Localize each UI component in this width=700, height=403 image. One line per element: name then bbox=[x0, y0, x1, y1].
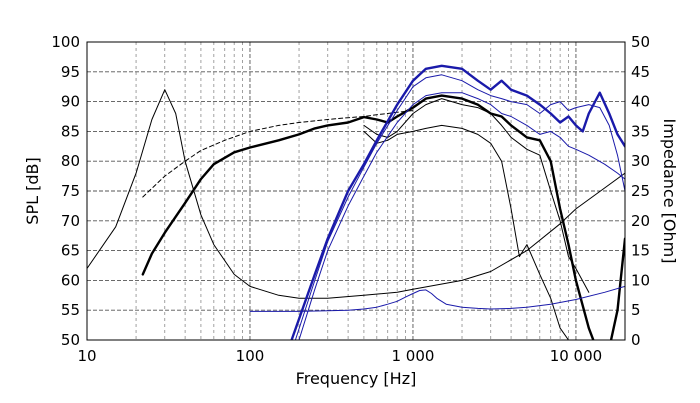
y-tick-label: 85 bbox=[61, 122, 80, 140]
spl-curve-6 bbox=[290, 64, 625, 340]
y-tick-label: 70 bbox=[61, 212, 80, 230]
y2-tick-label: 30 bbox=[631, 152, 650, 170]
y2-tick-label: 15 bbox=[631, 242, 650, 260]
x-axis-title: Frequency [Hz] bbox=[296, 369, 417, 388]
y-tick-label: 60 bbox=[61, 271, 80, 289]
spl-curve-3 bbox=[363, 98, 590, 293]
impedance-curve-9 bbox=[249, 285, 625, 312]
y2-tick-label: 10 bbox=[631, 271, 650, 289]
y-tick-label: 50 bbox=[61, 331, 80, 349]
y-tick-label: 80 bbox=[61, 152, 80, 170]
y-tick-label: 65 bbox=[61, 242, 80, 260]
y2-tick-label: 40 bbox=[631, 93, 650, 111]
spl-curve-4 bbox=[363, 124, 577, 340]
y2-tick-label: 5 bbox=[631, 301, 641, 319]
x-tick-labels: 10 100 1 000 10 000 bbox=[77, 347, 602, 365]
y2-tick-label: 45 bbox=[631, 63, 650, 81]
y-axis-title: SPL [dB] bbox=[23, 157, 42, 224]
y-tick-labels: 50 55 60 65 70 75 80 85 90 95 100 bbox=[51, 33, 80, 349]
spl-curve-8 bbox=[298, 92, 625, 340]
y2-tick-label: 0 bbox=[631, 331, 641, 349]
x-tick-label: 1 000 bbox=[391, 347, 434, 365]
y-tick-label: 95 bbox=[61, 63, 80, 81]
y-tick-label: 100 bbox=[51, 33, 80, 51]
plot-frame bbox=[86, 41, 626, 341]
x-tick-label: 10 bbox=[77, 347, 96, 365]
impedance-curve-5 bbox=[87, 89, 625, 299]
series-layer bbox=[87, 64, 625, 340]
y-tick-label: 55 bbox=[61, 301, 80, 319]
y-tick-label: 90 bbox=[61, 93, 80, 111]
y-tick-label: 75 bbox=[61, 182, 80, 200]
y2-tick-label: 35 bbox=[631, 122, 650, 140]
spl-curve-7 bbox=[294, 74, 625, 340]
y2-axis-title: Impedance [Ohm] bbox=[660, 119, 679, 264]
y2-tick-label: 25 bbox=[631, 182, 650, 200]
spl-curve-2 bbox=[142, 110, 414, 198]
y2-tick-labels: 0 5 10 15 20 25 30 35 40 45 50 bbox=[631, 33, 650, 349]
x-tick-label: 100 bbox=[236, 347, 265, 365]
y2-tick-label: 20 bbox=[631, 212, 650, 230]
y2-tick-label: 50 bbox=[631, 33, 650, 51]
x-tick-label: 10 000 bbox=[550, 347, 603, 365]
